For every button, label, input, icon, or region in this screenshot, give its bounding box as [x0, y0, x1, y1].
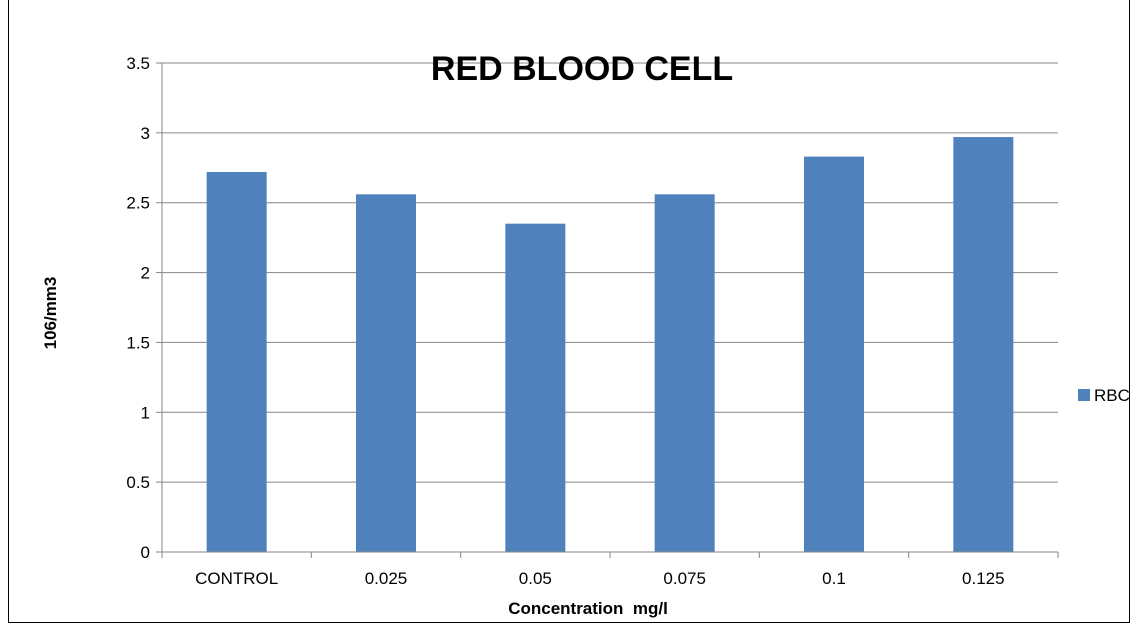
y-tick-label: 3.5 [126, 54, 150, 73]
chart-title: RED BLOOD CELL [431, 50, 733, 88]
gridlines [156, 62, 1058, 553]
x-tick-label: 0.05 [519, 569, 552, 588]
x-tick-label: 0.1 [822, 569, 846, 588]
y-tick-label: 0 [141, 543, 150, 562]
bar [356, 194, 416, 552]
x-axis-title: Concentration mg/l [508, 599, 668, 618]
legend-label-rbc: RBC [1094, 386, 1130, 405]
legend-swatch-rbc [1078, 389, 1090, 401]
bar [804, 156, 864, 552]
bar [505, 223, 566, 552]
y-tick-label: 1 [141, 403, 150, 422]
bars [206, 137, 1014, 552]
chart-frame [8, 0, 1130, 623]
x-tick-label: 0.125 [962, 569, 1005, 588]
y-axis-title: 106/mm3 [41, 277, 60, 350]
axes [161, 63, 1059, 558]
x-tick-label: 0.025 [365, 569, 408, 588]
y-tick-label: 0.5 [126, 473, 150, 492]
bar [654, 194, 715, 552]
y-tick-label: 1.5 [126, 333, 150, 352]
x-tick-labels: CONTROL 0.025 0.05 0.075 0.1 0.125 [195, 569, 1005, 588]
bar [206, 171, 267, 552]
x-tick-label: CONTROL [195, 569, 278, 588]
y-tick-label: 3 [141, 124, 150, 143]
y-tick-label: 2 [141, 264, 150, 283]
legend: RBC [1078, 386, 1130, 405]
x-tick-label: 0.075 [663, 569, 706, 588]
bar [953, 137, 1014, 552]
y-tick-labels: 0 0.5 1 1.5 2 2.5 3 3.5 [126, 54, 150, 562]
y-tick-label: 2.5 [126, 194, 150, 213]
